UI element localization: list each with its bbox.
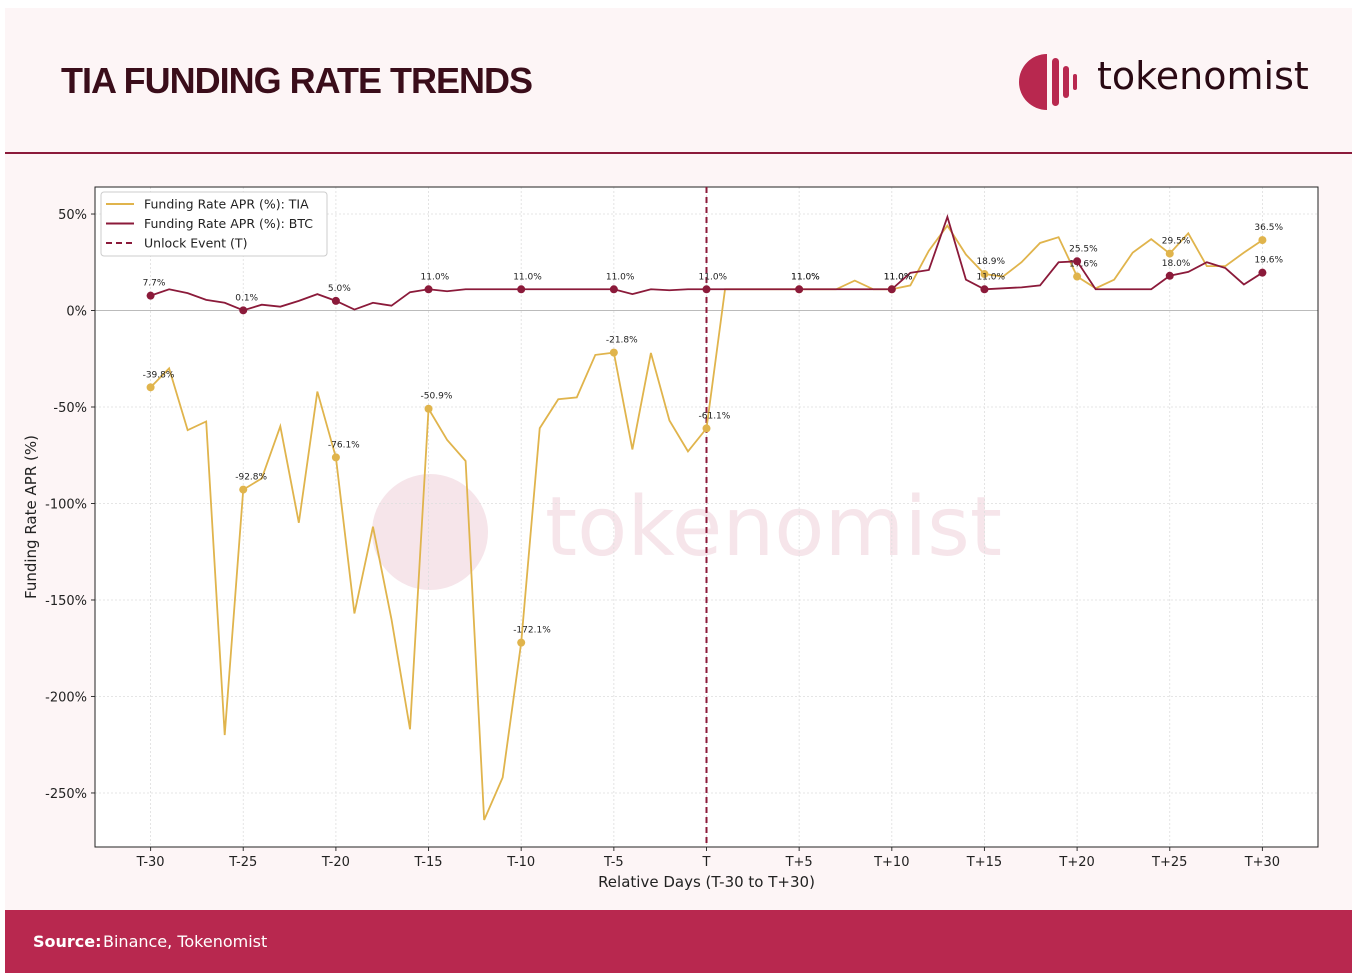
point bbox=[1073, 257, 1082, 266]
point bbox=[517, 638, 526, 647]
y-tick-label: -200% bbox=[45, 690, 87, 705]
point bbox=[239, 306, 248, 315]
x-axis-label: Relative Days (T-30 to T+30) bbox=[598, 873, 815, 891]
value-label: 18.9% bbox=[976, 257, 1005, 267]
x-tick-label: T bbox=[702, 855, 711, 870]
header: TIA FUNDING RATE TRENDS tokenomist bbox=[5, 8, 1352, 154]
point bbox=[980, 270, 989, 279]
legend-label: Funding Rate APR (%): TIA bbox=[144, 197, 309, 212]
point bbox=[1258, 236, 1267, 245]
y-tick-label: 50% bbox=[58, 208, 87, 223]
x-tick-label: T+15 bbox=[966, 855, 1002, 870]
value-label: 17.6% bbox=[1069, 260, 1098, 270]
y-tick-label: -250% bbox=[45, 787, 87, 802]
point bbox=[702, 285, 711, 294]
value-label: 7.7% bbox=[143, 279, 166, 289]
value-label: 5.0% bbox=[328, 284, 351, 294]
y-tick-label: -100% bbox=[45, 497, 87, 512]
value-label: -39.8% bbox=[143, 370, 175, 380]
x-tick-label: T-30 bbox=[136, 855, 165, 870]
point bbox=[609, 285, 618, 294]
point bbox=[1258, 268, 1267, 277]
point bbox=[146, 383, 155, 392]
point bbox=[517, 285, 526, 294]
point bbox=[1165, 249, 1174, 258]
value-label: -50.9% bbox=[421, 392, 453, 402]
x-tick-label: T-10 bbox=[506, 855, 535, 870]
point bbox=[146, 291, 155, 300]
value-label: 11.0% bbox=[606, 272, 635, 282]
x-tick-label: T+20 bbox=[1058, 855, 1094, 870]
x-tick-label: T+5 bbox=[785, 855, 813, 870]
point bbox=[331, 296, 340, 305]
legend-box bbox=[100, 191, 328, 257]
watermark: tokenomist bbox=[545, 480, 1002, 575]
watermark-icon bbox=[372, 474, 488, 590]
point bbox=[239, 485, 248, 494]
value-label: 11.0% bbox=[791, 272, 820, 282]
point bbox=[702, 424, 711, 433]
x-tick-label: T-15 bbox=[414, 855, 443, 870]
value-label: -92.8% bbox=[235, 473, 267, 483]
y-tick-label: -150% bbox=[45, 594, 87, 609]
legend-label: Funding Rate APR (%): BTC bbox=[144, 216, 313, 231]
value-label: 11.0% bbox=[513, 272, 542, 282]
point bbox=[609, 348, 618, 357]
point bbox=[1073, 272, 1082, 281]
value-label: 11.0% bbox=[884, 272, 913, 282]
legend: Funding Rate APR (%): TIA Funding Rate AP… bbox=[100, 191, 328, 257]
point bbox=[1165, 271, 1174, 280]
value-label: 29.5% bbox=[1162, 237, 1191, 247]
value-label: 36.5% bbox=[1254, 223, 1283, 233]
source-text: Binance, Tokenomist bbox=[103, 932, 268, 951]
value-label: -172.1% bbox=[513, 626, 551, 636]
y-tick-label: 0% bbox=[66, 305, 87, 320]
value-label: 11.0% bbox=[884, 272, 913, 282]
x-tick-label: T-20 bbox=[321, 855, 350, 870]
x-tick-label: T+25 bbox=[1151, 855, 1187, 870]
legend-label: Unlock Event (T) bbox=[144, 236, 247, 251]
x-tick-label: T+30 bbox=[1244, 855, 1280, 870]
point bbox=[795, 285, 804, 294]
x-tick-label: T-25 bbox=[228, 855, 257, 870]
chart: tokenomist 50% 0% -50% -100% -150% -200% -250% T… bbox=[22, 186, 1319, 891]
title: TIA FUNDING RATE TRENDS bbox=[61, 60, 533, 101]
value-label: 11.0% bbox=[699, 272, 728, 282]
point bbox=[331, 453, 340, 462]
value-label: -61.1% bbox=[699, 411, 731, 421]
point bbox=[980, 285, 989, 294]
value-label: 11.0% bbox=[976, 272, 1005, 282]
x-tick-label: T-5 bbox=[603, 855, 624, 870]
value-label: -21.8% bbox=[606, 336, 638, 346]
value-label: 18.0% bbox=[1162, 259, 1191, 269]
logo-text: tokenomist bbox=[1097, 54, 1309, 98]
value-label: 11.0% bbox=[791, 272, 820, 282]
footer: Source: Binance, Tokenomist bbox=[5, 910, 1352, 973]
value-label: 25.5% bbox=[1069, 244, 1098, 254]
y-axis-label: Funding Rate APR (%) bbox=[22, 435, 40, 599]
value-label: 19.6% bbox=[1254, 256, 1283, 266]
value-label: 11.0% bbox=[421, 272, 450, 282]
x-tick-label: T+10 bbox=[873, 855, 909, 870]
value-label: 0.1% bbox=[235, 293, 258, 303]
logo-icon bbox=[1019, 54, 1077, 110]
point bbox=[424, 404, 433, 413]
y-tick-label: -50% bbox=[53, 401, 87, 416]
point bbox=[887, 285, 896, 294]
source-label: Source: bbox=[33, 932, 102, 951]
point bbox=[424, 285, 433, 294]
value-label: -76.1% bbox=[328, 440, 360, 450]
